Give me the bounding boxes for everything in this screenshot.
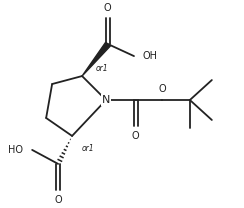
Text: O: O [158,84,166,94]
Text: O: O [131,131,139,141]
Text: OH: OH [143,51,158,61]
Text: or1: or1 [82,144,95,153]
Polygon shape [82,42,110,76]
Text: O: O [54,195,62,205]
Text: HO: HO [8,145,23,155]
Text: O: O [103,3,111,13]
Text: N: N [102,95,110,105]
Text: or1: or1 [96,64,109,73]
